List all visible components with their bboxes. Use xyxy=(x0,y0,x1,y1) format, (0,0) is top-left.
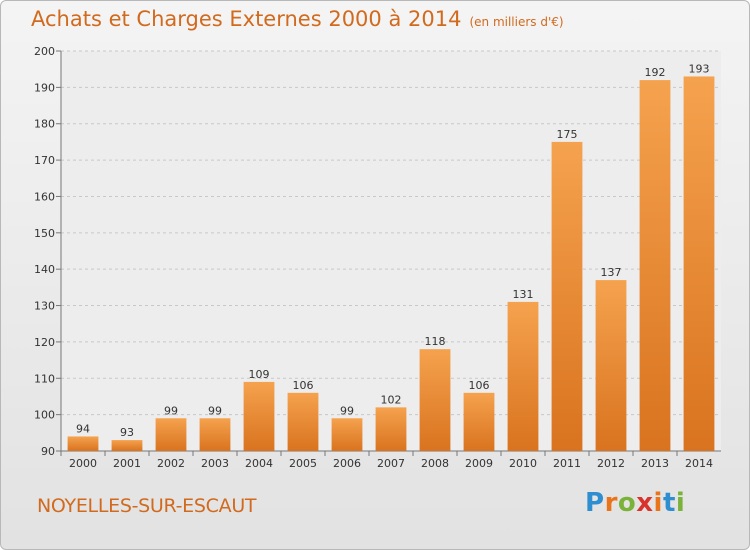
logo-letter: t xyxy=(662,488,676,518)
data-label: 106 xyxy=(469,379,490,392)
bar xyxy=(463,392,495,451)
bar xyxy=(331,418,363,451)
logo-letter: i xyxy=(675,488,686,518)
bar xyxy=(155,418,187,451)
y-tick-label: 130 xyxy=(34,300,55,313)
y-tick-label: 150 xyxy=(34,227,55,240)
unit-label: (en milliers d'€) xyxy=(469,15,564,29)
bar xyxy=(199,418,231,451)
data-label: 93 xyxy=(120,426,134,439)
logo-letter: r xyxy=(604,488,618,518)
y-tick-label: 90 xyxy=(41,445,55,458)
y-tick-label: 170 xyxy=(34,154,55,167)
data-label: 137 xyxy=(601,266,622,279)
bar xyxy=(507,301,539,451)
data-label: 131 xyxy=(513,288,534,301)
x-tick-label: 2006 xyxy=(333,457,361,470)
y-tick-label: 190 xyxy=(34,81,55,94)
x-tick-label: 2000 xyxy=(69,457,97,470)
chart-title: Achats et Charges Externes 2000 à 2014 (e… xyxy=(31,7,564,31)
x-tick-label: 2009 xyxy=(465,457,493,470)
data-label: 102 xyxy=(381,393,402,406)
bar xyxy=(551,141,583,451)
logo-letter: o xyxy=(617,488,637,518)
data-label: 118 xyxy=(425,335,446,348)
y-tick-label: 120 xyxy=(34,336,55,349)
bar xyxy=(67,436,99,451)
data-label: 109 xyxy=(249,368,270,381)
logo-letter: i xyxy=(653,488,663,518)
bar xyxy=(639,80,671,451)
data-label: 106 xyxy=(293,379,314,392)
data-label: 175 xyxy=(557,128,578,141)
y-tick-label: 140 xyxy=(34,263,55,276)
data-label: 193 xyxy=(689,62,710,75)
data-label: 99 xyxy=(340,404,354,417)
bar xyxy=(111,440,143,451)
y-tick-label: 110 xyxy=(34,372,55,385)
y-tick-label: 180 xyxy=(34,118,55,131)
x-tick-label: 2002 xyxy=(157,457,185,470)
data-label: 94 xyxy=(76,422,90,435)
x-tick-label: 2012 xyxy=(597,457,625,470)
data-label: 99 xyxy=(208,404,222,417)
x-tick-label: 2013 xyxy=(641,457,669,470)
x-tick-label: 2007 xyxy=(377,457,405,470)
proxiti-logo[interactable]: Proxiti xyxy=(585,488,685,518)
y-tick-label: 160 xyxy=(34,190,55,203)
bar xyxy=(683,76,715,452)
x-tick-label: 2014 xyxy=(685,457,713,470)
bar xyxy=(595,280,627,451)
x-tick-label: 2011 xyxy=(553,457,581,470)
title-text: Achats et Charges Externes 2000 à 2014 xyxy=(31,7,462,31)
bar xyxy=(243,381,275,451)
x-tick-label: 2004 xyxy=(245,457,273,470)
y-tick-label: 100 xyxy=(34,409,55,422)
x-tick-label: 2005 xyxy=(289,457,317,470)
data-label: 192 xyxy=(645,66,666,79)
x-tick-label: 2010 xyxy=(509,457,537,470)
city-name: NOYELLES-SUR-ESCAUT xyxy=(37,495,257,517)
x-tick-label: 2008 xyxy=(421,457,449,470)
x-tick-label: 2003 xyxy=(201,457,229,470)
bar xyxy=(419,349,451,451)
bar xyxy=(287,392,319,451)
data-label: 99 xyxy=(164,404,178,417)
bar xyxy=(375,407,407,451)
y-tick-label: 200 xyxy=(34,45,55,58)
x-tick-label: 2001 xyxy=(113,457,141,470)
logo-letter: x xyxy=(636,488,654,518)
logo-letter: P xyxy=(585,488,605,518)
